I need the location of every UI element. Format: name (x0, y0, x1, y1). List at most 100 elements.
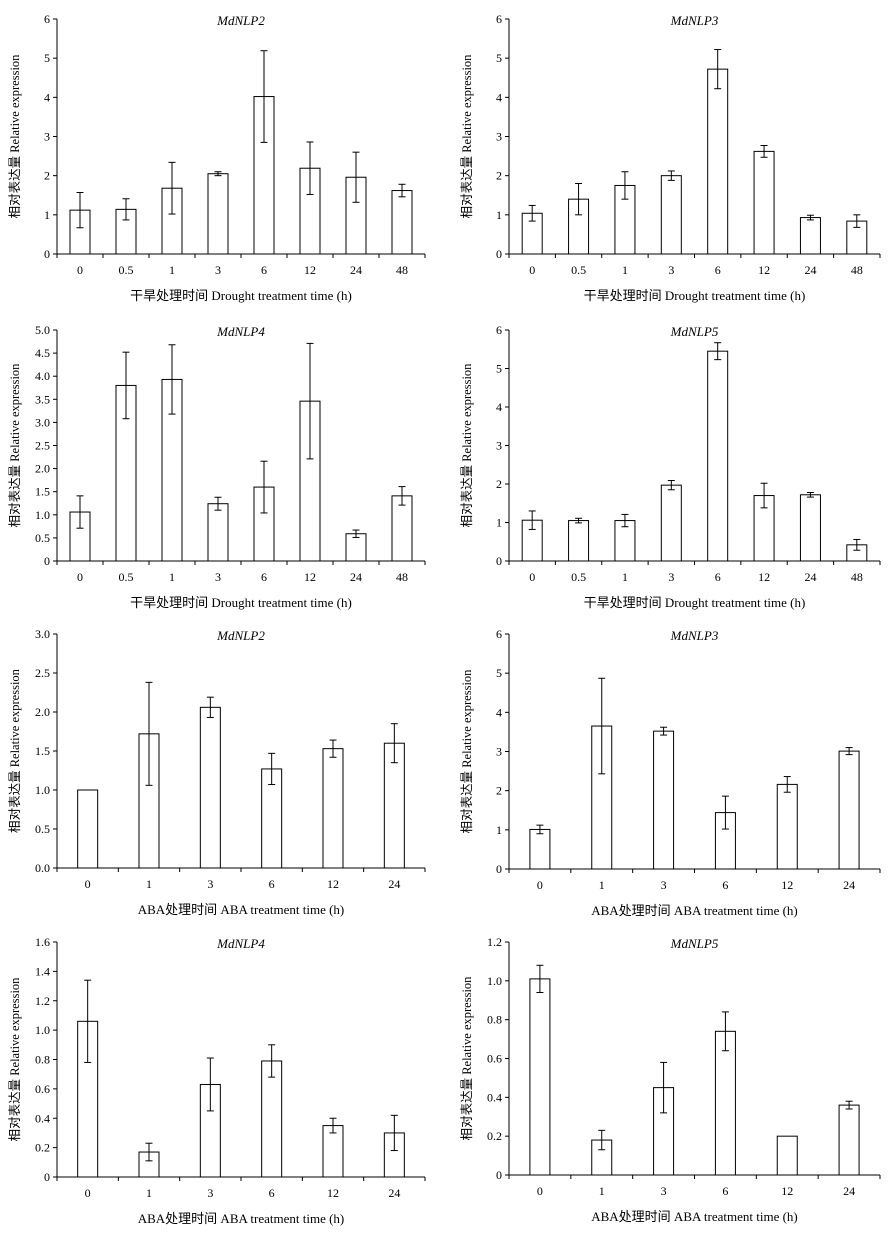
error-bar-12 (760, 482, 768, 509)
y-tick-label: 4 (496, 400, 502, 414)
y-tick-label: 4.5 (35, 346, 50, 360)
error-bar-0 (536, 964, 544, 993)
chart-title: MdNLP5 (670, 936, 719, 951)
error-bar-3 (667, 480, 675, 491)
y-tick-label: 1.0 (35, 508, 50, 522)
bar-0 (77, 789, 99, 869)
y-tick-label: 5 (496, 51, 502, 65)
x-axis-label: 干旱处理时间 Drought treatment time (h) (584, 595, 806, 610)
y-tick-label: 2 (496, 477, 502, 491)
x-tick-label: 0 (529, 570, 535, 584)
y-tick-label: 5 (44, 51, 50, 65)
y-tick-label: 5 (496, 666, 502, 680)
y-tick-label: 6 (496, 627, 502, 641)
error-bar-0.5 (575, 183, 583, 216)
chart-panel-aba-nlp4: 0 0.2 0.4 0.6 0.8 1.0 1.2 1.4 1.6 0 1 3 6 12 24 MdNLP4 A… (8, 935, 426, 1226)
x-tick-label: 0.5 (119, 263, 134, 277)
error-bar-0.5 (122, 351, 130, 420)
y-tick-label: 6 (496, 12, 502, 26)
x-tick-label: 3 (215, 570, 221, 584)
x-tick-label: 1 (599, 878, 605, 892)
x-tick-label: 12 (781, 878, 793, 892)
x-tick-label: 1 (169, 570, 175, 584)
x-tick-label: 3 (668, 263, 674, 277)
x-tick-label: 24 (843, 878, 855, 892)
x-tick-label: 24 (388, 1186, 400, 1200)
error-bar-12 (760, 145, 768, 158)
x-axis-label: 干旱处理时间 Drought treatment time (h) (130, 595, 352, 610)
x-tick-label: 12 (304, 570, 316, 584)
x-tick-label: 24 (843, 1184, 855, 1198)
y-tick-label: 6 (496, 323, 502, 337)
bar-6 (707, 350, 729, 562)
error-bar-3 (206, 696, 214, 718)
chart-title: MdNLP5 (670, 324, 719, 339)
x-tick-label: 6 (722, 1184, 728, 1198)
error-bar-3 (667, 170, 675, 181)
x-tick-label: 0 (537, 878, 543, 892)
x-tick-label: 6 (269, 877, 275, 891)
x-axis-label: ABA处理时间 ABA treatment time (h) (591, 903, 798, 918)
x-tick-label: 3 (661, 1184, 667, 1198)
y-tick-label: 0.6 (487, 1052, 502, 1066)
bar-6 (261, 1060, 283, 1178)
chart-title: MdNLP2 (216, 13, 265, 28)
error-bar-0.5 (575, 517, 583, 524)
chart-panel-drought-nlp4: 0 0.5 1.0 1.5 2.0 2.5 3.0 3.5 4.0 4.5 5.0 0 0.5 1 3 6 12… (8, 323, 426, 610)
error-bar-24 (845, 747, 853, 756)
error-bar-0 (76, 192, 84, 229)
y-tick-label: 1.2 (487, 935, 502, 949)
chart-title: MdNLP2 (216, 628, 265, 643)
error-bar-0 (536, 824, 544, 835)
y-tick-label: 1.6 (35, 935, 50, 949)
x-tick-label: 12 (327, 1186, 339, 1200)
x-tick-label: 12 (758, 570, 770, 584)
y-tick-label: 4 (44, 90, 50, 104)
x-tick-label: 48 (851, 570, 863, 584)
bar-3 (207, 503, 229, 562)
bar-24 (838, 750, 860, 870)
y-tick-label: 3 (496, 745, 502, 759)
x-tick-label: 48 (396, 570, 408, 584)
y-tick-label: 0.8 (35, 1053, 50, 1067)
error-bar-24 (390, 723, 398, 764)
bar-24 (799, 494, 821, 562)
y-tick-label: 0.2 (487, 1129, 502, 1143)
x-tick-label: 0 (529, 263, 535, 277)
error-bar-3 (660, 726, 668, 736)
x-tick-label: 12 (781, 1184, 793, 1198)
error-bar-24 (352, 151, 360, 203)
chart-title: MdNLP4 (216, 324, 265, 339)
y-tick-label: 0 (496, 554, 502, 568)
y-tick-label: 0.0 (35, 861, 50, 875)
y-tick-label: 0 (44, 247, 50, 261)
y-tick-label: 1.0 (487, 974, 502, 988)
x-tick-label: 0 (85, 877, 91, 891)
y-tick-label: 3.5 (35, 392, 50, 406)
y-tick-label: 3.0 (35, 415, 50, 429)
error-bar-1 (168, 344, 176, 415)
x-tick-label: 3 (215, 263, 221, 277)
error-bar-1 (145, 1142, 153, 1162)
error-bar-0 (84, 979, 92, 1063)
error-bar-12 (306, 342, 314, 460)
chart-panel-aba-nlp5: 0 0.2 0.4 0.6 0.8 1.0 1.2 0 1 3 6 12 24 MdNLP5 ABA处理时间… (460, 935, 881, 1224)
error-bar-6 (714, 49, 722, 90)
error-bar-48 (398, 486, 406, 506)
error-bar-24 (390, 1114, 398, 1152)
x-tick-label: 1 (146, 1186, 152, 1200)
error-bar-3 (214, 171, 222, 177)
bar-12 (776, 1135, 798, 1176)
x-tick-label: 0.5 (571, 263, 586, 277)
bar-6 (707, 68, 729, 255)
y-axis-label: 相对表达量 Relative expression (8, 668, 22, 833)
y-tick-label: 6 (44, 12, 50, 26)
x-tick-label: 0.5 (119, 570, 134, 584)
y-tick-label: 2 (44, 169, 50, 183)
error-bar-24 (352, 529, 360, 538)
